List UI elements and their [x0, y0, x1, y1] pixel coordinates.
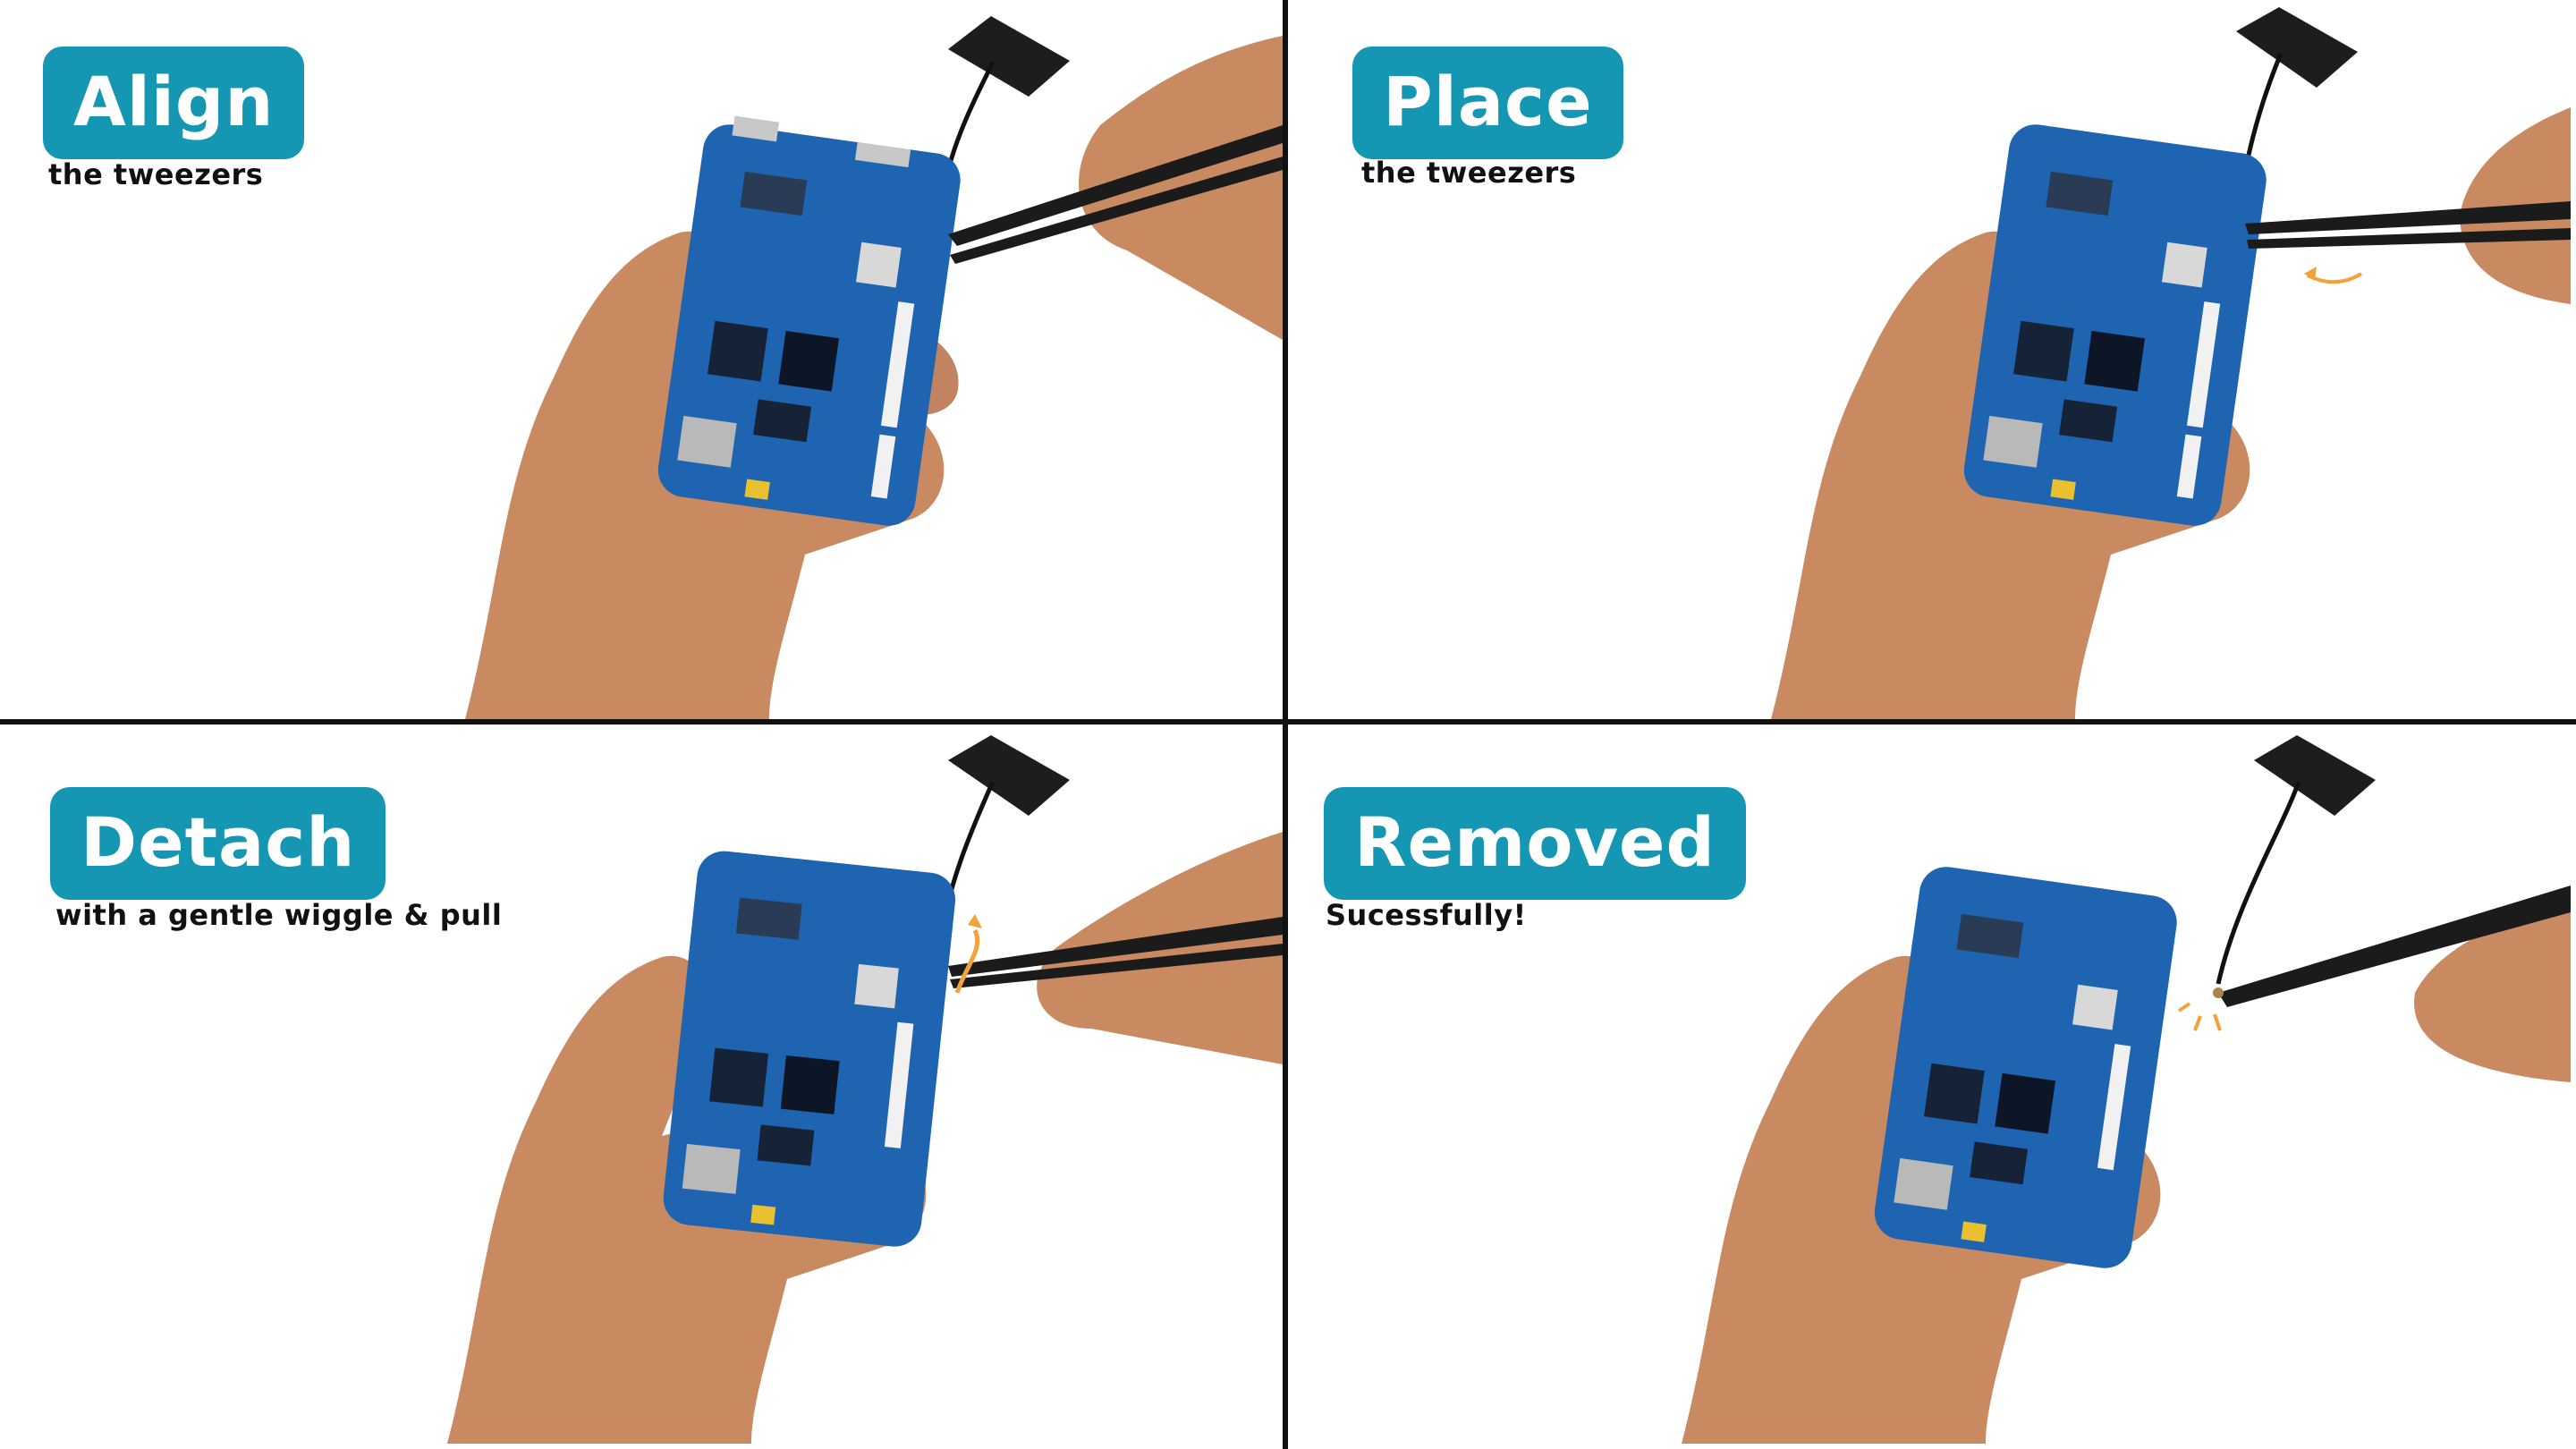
antenna-pad [938, 16, 1070, 207]
tweezers [948, 917, 1283, 977]
step-subtitle: the tweezers [48, 157, 264, 191]
right-hand [2414, 903, 2571, 1082]
arrow-accent [954, 928, 980, 994]
vertical-divider [1283, 0, 1288, 1449]
panel-align: Align the tweezers [0, 0, 1283, 719]
panel-place: Place the tweezers [1288, 0, 2571, 719]
circuit-board [663, 851, 956, 1247]
step-subtitle: Sucessfully! [1326, 898, 1527, 932]
photo-scene-align [465, 16, 1283, 719]
sparkle-accent [2177, 1002, 2222, 1031]
horizontal-divider [0, 719, 2576, 724]
antenna-pad [938, 735, 1070, 940]
panel-detach: Detach with a gentle wiggle & pull [0, 724, 1283, 1444]
circuit-board [1963, 124, 2267, 526]
step-title: Detach [50, 787, 386, 900]
panel-removed: Removed Sucessfully! [1288, 724, 2571, 1444]
antenna-pad [2216, 735, 2376, 985]
photo-scene-removed [1682, 735, 2571, 1444]
circuit-board [657, 115, 961, 526]
step-subtitle: with a gentle wiggle & pull [55, 898, 503, 932]
circuit-board [1874, 867, 2177, 1268]
tweezers [2245, 201, 2571, 234]
tweezers [948, 125, 1283, 246]
step-title: Removed [1324, 787, 1746, 900]
step-title: Align [43, 47, 305, 159]
photo-scene-place [1771, 7, 2571, 719]
arrow-accent [2307, 272, 2363, 284]
tweezers [2218, 886, 2571, 1007]
photo-scene-detach [447, 735, 1283, 1444]
step-title: Place [1352, 47, 1623, 159]
step-subtitle: the tweezers [1361, 156, 1577, 190]
